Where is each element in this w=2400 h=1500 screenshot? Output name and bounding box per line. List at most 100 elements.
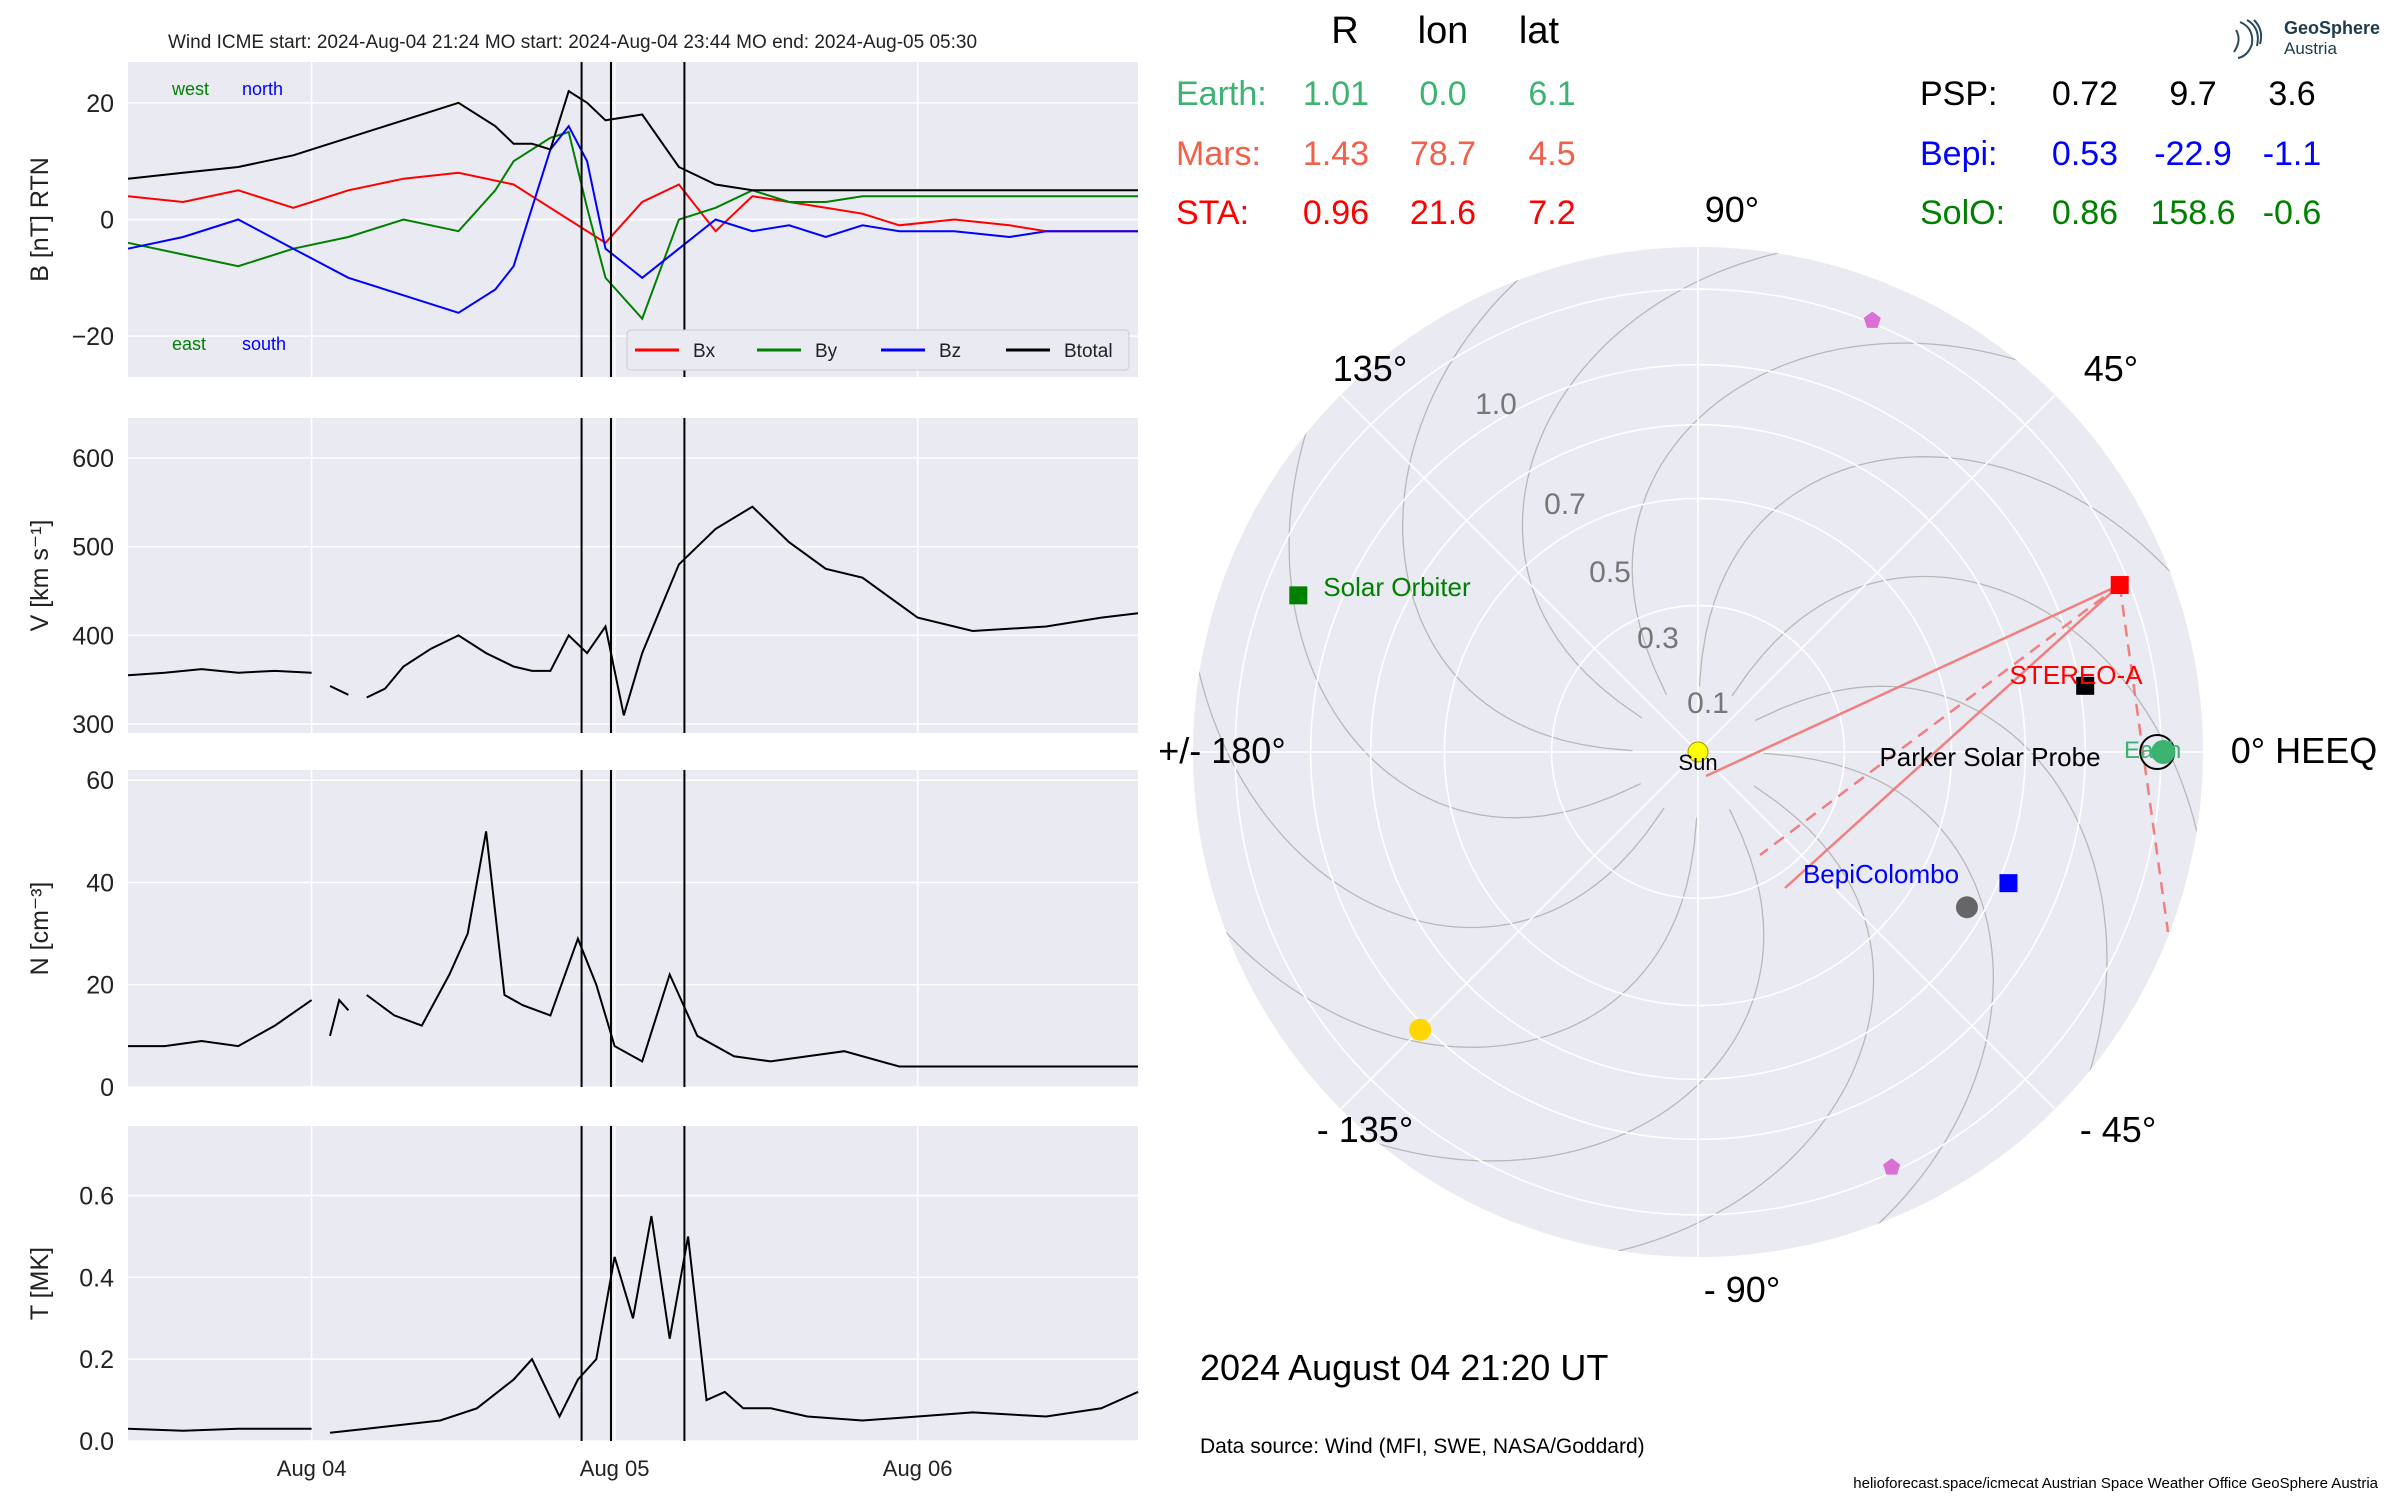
footer-credits: helioforecast.space/icmecat Austrian Spa… bbox=[1853, 1475, 2378, 1492]
y-tick-label: 500 bbox=[72, 534, 114, 562]
data-source: Data source: Wind (MFI, SWE, NASA/Goddar… bbox=[1200, 1435, 1645, 1458]
table-cell-lon: 158.6 bbox=[2150, 194, 2235, 232]
angular-grid-line bbox=[1697, 392, 2058, 753]
table-cell-lat: 6.1 bbox=[1528, 75, 1575, 113]
direction-label-east: east bbox=[172, 334, 206, 354]
parker-spiral-line bbox=[1402, 247, 1633, 752]
table-header: lat bbox=[1519, 10, 1560, 52]
sun-label: Sun bbox=[1678, 750, 1717, 775]
parker-spiral-line bbox=[1755, 685, 2108, 1149]
earth-marker bbox=[2151, 740, 2176, 764]
table-cell-r: 0.96 bbox=[1303, 194, 1369, 232]
x-tick-label: Aug 04 bbox=[277, 1456, 347, 1481]
table-cell-r: 1.43 bbox=[1303, 135, 1369, 173]
y-tick-label: 0.4 bbox=[79, 1264, 114, 1292]
parker-spiral-line bbox=[1193, 588, 1665, 929]
y-axis-label: B [nT] RTN bbox=[26, 157, 54, 282]
event-direction-dashed-line bbox=[1759, 584, 2121, 856]
y-tick-label: 300 bbox=[72, 711, 114, 739]
bepicolombo-marker bbox=[1999, 874, 2018, 893]
y-tick-label: −20 bbox=[72, 323, 114, 351]
series-line-speed bbox=[127, 668, 312, 677]
parker-spiral-line bbox=[1731, 575, 2203, 916]
table-row-label: SolO: bbox=[1920, 194, 2005, 232]
direction-label-north: north bbox=[242, 79, 283, 99]
temperature-panel: 0.6 0.4 0.2 0.0 T [MK] Aug 04 Aug 05 Aug 06 bbox=[26, 1126, 1139, 1481]
legend-label: Btotal bbox=[1064, 341, 1113, 362]
table-row-label: PSP: bbox=[1920, 75, 1997, 113]
solar-orbiter-marker bbox=[1289, 586, 1308, 605]
y-tick-label: 600 bbox=[72, 445, 114, 473]
logo-swirl-icon bbox=[2233, 19, 2263, 59]
panel-background bbox=[128, 418, 1138, 733]
table-cell-r: 0.86 bbox=[2052, 194, 2118, 232]
logo-subtitle: Austria bbox=[2284, 39, 2337, 58]
table-row-label: Bepi: bbox=[1920, 135, 1998, 173]
mercury-marker bbox=[1955, 896, 1978, 919]
angle-label: - 45° bbox=[2080, 1109, 2156, 1150]
polar-position-plot: 0.10.30.5 0.7 1.0 0° HEEQ 45° 90° 135° +/- 180°… bbox=[1158, 189, 2377, 1310]
angular-grid-line bbox=[1338, 392, 1699, 753]
table-cell-lat: -0.6 bbox=[2263, 194, 2322, 232]
table-cell-r: 0.72 bbox=[2052, 75, 2118, 113]
y-tick-label: 40 bbox=[86, 869, 114, 897]
table-cell-r: 1.01 bbox=[1303, 75, 1369, 113]
x-tick-label: Aug 06 bbox=[883, 1456, 953, 1481]
parker-spiral-line bbox=[1521, 247, 1862, 719]
table-header: R bbox=[1331, 10, 1358, 52]
series-line-density bbox=[329, 998, 350, 1037]
direction-label-south: south bbox=[242, 334, 286, 354]
magnetic-field-panel: 20 0 −20 B [nT] RTN west north east south Bx By Bz… bbox=[26, 62, 1138, 377]
parker-spiral-line bbox=[1301, 809, 1765, 1162]
table-cell-lon: 78.7 bbox=[1410, 135, 1476, 173]
parker-spiral-line bbox=[1631, 342, 2095, 695]
y-tick-label: 20 bbox=[86, 972, 114, 1000]
table-cell-r: 0.53 bbox=[2052, 135, 2118, 173]
y-tick-label: 0.6 bbox=[79, 1183, 114, 1211]
series-line-bx bbox=[127, 171, 1138, 245]
y-tick-label: 400 bbox=[72, 622, 114, 650]
direction-label-west: west bbox=[171, 79, 209, 99]
y-axis-label: T [MK] bbox=[26, 1247, 54, 1320]
table-row-label: STA: bbox=[1176, 194, 1249, 232]
table-cell-lat: 3.6 bbox=[2268, 75, 2315, 113]
legend-label: By bbox=[815, 341, 838, 362]
series-line-speed bbox=[366, 505, 1139, 716]
table-cell-lon: -22.9 bbox=[2154, 135, 2232, 173]
body-1-marker bbox=[1863, 311, 1881, 328]
density-panel: 60 40 20 0 N [cm⁻³] bbox=[26, 767, 1138, 1102]
geosphere-logo: GeoSphere Austria bbox=[2233, 18, 2380, 59]
event-front-line bbox=[1784, 584, 2121, 889]
table-row-label: Earth: bbox=[1176, 75, 1267, 113]
table-cell-lon: 0.0 bbox=[1419, 75, 1466, 113]
angular-grid-line bbox=[1338, 751, 1699, 1112]
angle-label: - 135° bbox=[1317, 1109, 1413, 1150]
table-row-label: Mars: bbox=[1176, 135, 1261, 173]
series-line-density bbox=[128, 999, 313, 1048]
parker-solar-probe-marker bbox=[2076, 676, 2095, 695]
parker-solar-probe-label: Parker Solar Probe bbox=[1879, 742, 2100, 772]
earth-label: Earth bbox=[2124, 737, 2181, 764]
solar-orbiter-label: Solar Orbiter bbox=[1323, 572, 1471, 602]
parker-spiral-line bbox=[1763, 752, 1994, 1257]
parker-spiral-line bbox=[1288, 355, 1641, 819]
legend-box bbox=[626, 329, 1130, 371]
logo-name: GeoSphere bbox=[2284, 18, 2380, 38]
stereo-a-label: STEREO-A bbox=[2010, 660, 2144, 690]
y-tick-label: 0.0 bbox=[79, 1428, 114, 1456]
y-tick-label: 0.2 bbox=[79, 1346, 114, 1374]
series-line-temperature bbox=[127, 1427, 312, 1432]
parker-spiral-line bbox=[1698, 456, 2203, 687]
speed-panel: 600 500 400 300 V [km s⁻¹] bbox=[26, 418, 1139, 739]
body-2-marker bbox=[1883, 1158, 1901, 1175]
legend: Bx By Bz Btotal bbox=[626, 329, 1130, 371]
figure-header: Wind ICME start: 2024-Aug-04 21:24 MO st… bbox=[168, 32, 977, 53]
stereo-a-connection-line bbox=[1705, 583, 2121, 778]
sun-marker bbox=[1687, 741, 1709, 763]
timestamp: 2024 August 04 21:20 UT bbox=[1200, 1347, 1608, 1388]
panel-background bbox=[128, 770, 1138, 1087]
series-line-btotal bbox=[127, 89, 1138, 192]
parker-spiral-line bbox=[1193, 817, 1698, 1048]
